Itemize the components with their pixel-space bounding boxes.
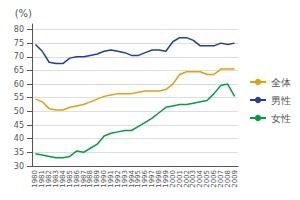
svg-text:1997: 1997 [148, 170, 157, 188]
svg-text:1985: 1985 [65, 170, 74, 188]
svg-text:1996: 1996 [141, 170, 150, 188]
svg-text:75: 75 [14, 39, 24, 48]
svg-text:2004: 2004 [196, 170, 205, 188]
svg-text:(%): (%) [15, 8, 32, 19]
svg-text:35: 35 [14, 148, 24, 157]
svg-text:1986: 1986 [72, 170, 81, 188]
svg-text:80: 80 [14, 25, 24, 34]
svg-text:1995: 1995 [134, 170, 143, 188]
svg-text:1980: 1980 [31, 170, 40, 188]
svg-text:1992: 1992 [113, 170, 122, 188]
svg-text:45: 45 [14, 121, 24, 130]
svg-text:2009: 2009 [231, 170, 239, 188]
svg-text:1993: 1993 [120, 170, 129, 188]
svg-text:2000: 2000 [168, 170, 177, 188]
svg-text:2001: 2001 [175, 170, 184, 188]
svg-text:1994: 1994 [127, 170, 136, 188]
svg-text:1987: 1987 [79, 170, 88, 188]
svg-text:1991: 1991 [107, 170, 115, 188]
svg-text:2005: 2005 [203, 170, 212, 188]
svg-text:1982: 1982 [45, 170, 54, 188]
svg-text:2008: 2008 [223, 170, 232, 188]
svg-text:1989: 1989 [93, 170, 102, 188]
svg-text:50: 50 [14, 107, 24, 116]
svg-text:2006: 2006 [210, 170, 218, 188]
svg-text:1988: 1988 [86, 170, 95, 188]
svg-text:65: 65 [14, 66, 24, 75]
svg-text:1990: 1990 [100, 170, 109, 188]
svg-text:60: 60 [14, 80, 24, 89]
svg-text:2007: 2007 [216, 170, 225, 188]
svg-text:40: 40 [14, 134, 24, 143]
svg-text:30: 30 [14, 162, 24, 171]
svg-text:1984: 1984 [58, 170, 67, 188]
svg-text:女性: 女性 [271, 113, 291, 124]
svg-text:70: 70 [14, 52, 24, 61]
svg-text:55: 55 [14, 93, 24, 102]
svg-text:2003: 2003 [189, 170, 198, 188]
svg-text:2002: 2002 [182, 170, 191, 188]
svg-text:男性: 男性 [271, 95, 291, 106]
svg-text:1981: 1981 [38, 170, 47, 188]
svg-text:1999: 1999 [161, 170, 170, 188]
svg-text:1983: 1983 [52, 170, 60, 188]
svg-text:1998: 1998 [155, 170, 163, 188]
svg-text:全体: 全体 [271, 77, 291, 88]
